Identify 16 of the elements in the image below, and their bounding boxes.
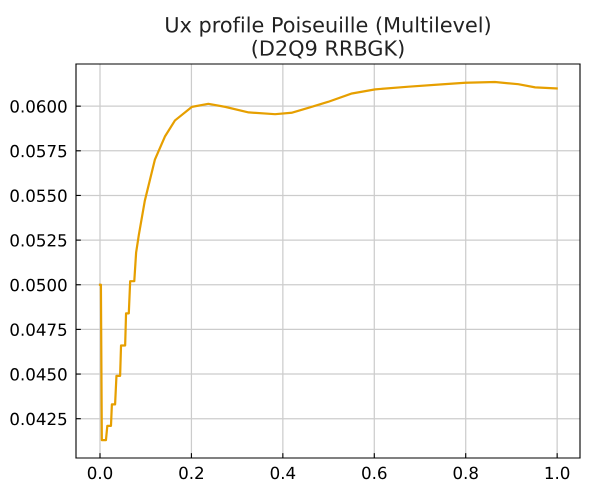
y-tick-label: 0.0600: [10, 100, 67, 113]
line-series: [98, 80, 558, 442]
y-tick-label: 0.0500: [10, 278, 67, 292]
x-tick-label: 0.4: [270, 466, 296, 480]
y-tick-label: 0.0475: [10, 323, 66, 336]
x-tick-label: 0.8: [454, 466, 478, 480]
x-tick-label: 0.6: [362, 466, 386, 480]
x-tick-label: 0.2: [179, 466, 204, 480]
chart-title: Ux profile Poiseuille (Multilevel) (D2Q9 RRBGK): [166, 16, 490, 58]
x-tick-label: 0.0: [88, 466, 112, 480]
y-tick-label: 0.0525: [10, 234, 66, 247]
y-tick-label: 0.0425: [10, 412, 66, 426]
y-tick-label: 0.0450: [10, 368, 67, 381]
y-tick-label: 0.0575: [10, 144, 66, 158]
x-tick-label: 1.0: [546, 466, 570, 480]
y-tick-label: 0.0550: [10, 189, 67, 202]
